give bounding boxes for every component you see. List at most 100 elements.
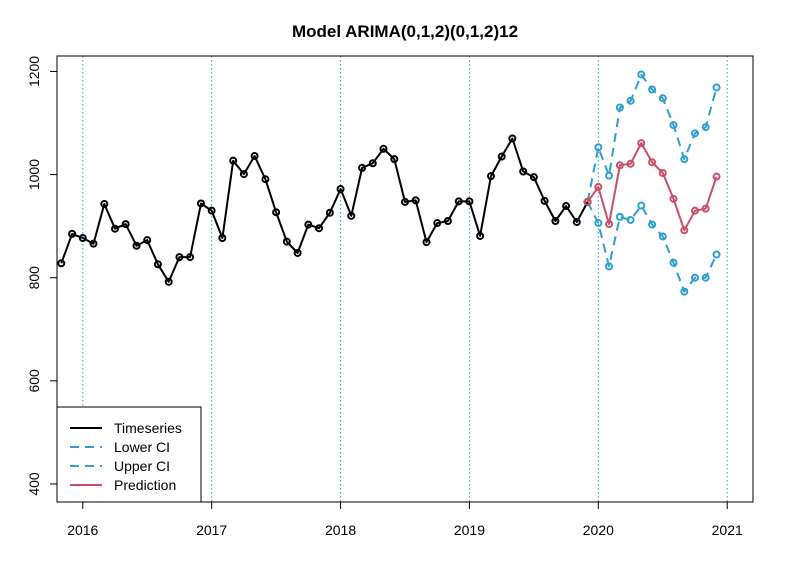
timeseries-point (572, 218, 581, 227)
prediction-line (586, 142, 718, 232)
prediction-point (701, 204, 710, 213)
y-tick-label: 1000 (26, 159, 42, 190)
upper-ci-point (712, 83, 721, 92)
prediction-point (658, 169, 667, 178)
timeseries-point (529, 173, 538, 182)
axis-layer: 2016 2017 2018 2019 2020 2021 400 600 800 1000 120… (26, 56, 743, 538)
upper-ci-point (691, 129, 699, 138)
timeseries-point (465, 197, 474, 206)
timeseries-point (111, 224, 119, 233)
timeseries-point (562, 202, 571, 211)
timeseries-point (347, 211, 356, 220)
y-tick-label: 400 (26, 472, 42, 496)
lower-ci-point (701, 273, 710, 282)
lower-ci-point (680, 287, 689, 296)
timeseries-point (497, 152, 506, 161)
prediction-point (605, 220, 614, 229)
upper-ci-point (680, 155, 689, 164)
upper-ci-point (701, 123, 710, 132)
prediction-point (691, 206, 699, 215)
timeseries-point (519, 167, 528, 176)
timeseries-point (433, 219, 442, 228)
lower-ci-line (586, 201, 718, 293)
x-tick-label: 2020 (583, 522, 614, 538)
lower-ci-point (658, 232, 667, 241)
timeseries-point (186, 253, 195, 262)
legend: Timeseries Lower CI Upper CI Prediction (56, 406, 202, 503)
y-tick-label: 800 (26, 266, 42, 290)
timeseries-point (250, 152, 259, 161)
upper-ci-point (658, 94, 667, 103)
timeseries-point (379, 144, 388, 153)
timeseries-point (239, 170, 248, 179)
prediction-point (594, 182, 603, 191)
x-tick-label: 2017 (196, 522, 227, 538)
timeseries-point (368, 159, 377, 168)
upper-ci-point (594, 143, 603, 152)
timeseries-point (293, 248, 302, 257)
timeseries-point (443, 216, 452, 225)
prediction-point (712, 172, 721, 181)
timeseries-point (89, 239, 98, 248)
upper-ci-point (615, 103, 624, 112)
timeseries-point (282, 237, 291, 246)
prediction-point (626, 159, 635, 168)
timeseries-point (175, 253, 184, 262)
prediction-point (680, 226, 689, 235)
timeseries-point (143, 236, 152, 245)
timeseries-point (508, 134, 517, 143)
timeseries-point (57, 259, 66, 268)
timeseries-point (218, 234, 227, 243)
upper-ci-point (605, 171, 614, 180)
y-tick-label: 600 (26, 369, 42, 393)
x-tick-label: 2019 (454, 522, 485, 538)
prediction-point (615, 161, 624, 170)
timeseries-point (325, 208, 334, 217)
timeseries-point (304, 220, 313, 229)
plot-frame (56, 55, 754, 503)
timeseries-point (132, 241, 141, 250)
timeseries-point (551, 216, 560, 225)
timeseries-point (401, 197, 409, 206)
legend-label-timeseries: Timeseries (114, 420, 182, 436)
legend-label-upper-ci: Upper CI (114, 458, 170, 474)
timeseries-point (207, 206, 216, 215)
x-tick-label: 2018 (325, 522, 356, 538)
timeseries-point (476, 231, 485, 240)
timeseries-point (540, 196, 549, 205)
upper-ci-point (626, 96, 635, 105)
timeseries-point (358, 163, 367, 172)
timeseries-point (272, 208, 281, 217)
prediction-point (648, 158, 657, 167)
upper-ci-line (586, 73, 718, 203)
upper-ci-point (637, 70, 646, 79)
timeseries-point (390, 155, 399, 164)
lower-ci-point (712, 250, 721, 259)
timeseries-point (229, 156, 238, 165)
prediction-point (637, 139, 646, 148)
lower-ci-point (594, 219, 603, 228)
x-tick-label: 2021 (712, 522, 743, 538)
x-tick-label: 2016 (67, 522, 98, 538)
legend-label-lower-ci: Lower CI (114, 439, 170, 455)
lower-ci-point (626, 215, 635, 224)
timeseries-point (422, 238, 431, 247)
timeseries-point (261, 175, 270, 184)
timeseries-point (100, 199, 109, 208)
legend-box (56, 406, 202, 503)
lower-ci-point (615, 212, 624, 221)
upper-ci-point (669, 121, 678, 130)
upper-ci-point (648, 85, 657, 94)
prediction-point (669, 194, 678, 203)
timeseries-point (68, 229, 77, 238)
lower-ci-point (691, 273, 699, 282)
lower-ci-point (669, 258, 678, 267)
timeseries-point (486, 172, 495, 181)
timeseries-point (336, 185, 345, 194)
lower-ci-point (637, 201, 646, 210)
y-tick-label: 1200 (26, 56, 42, 87)
chart-title: Model ARIMA(0,1,2)(0,1,2)12 (292, 22, 518, 41)
timeseries-point (454, 197, 463, 206)
legend-label-prediction: Prediction (114, 477, 176, 493)
